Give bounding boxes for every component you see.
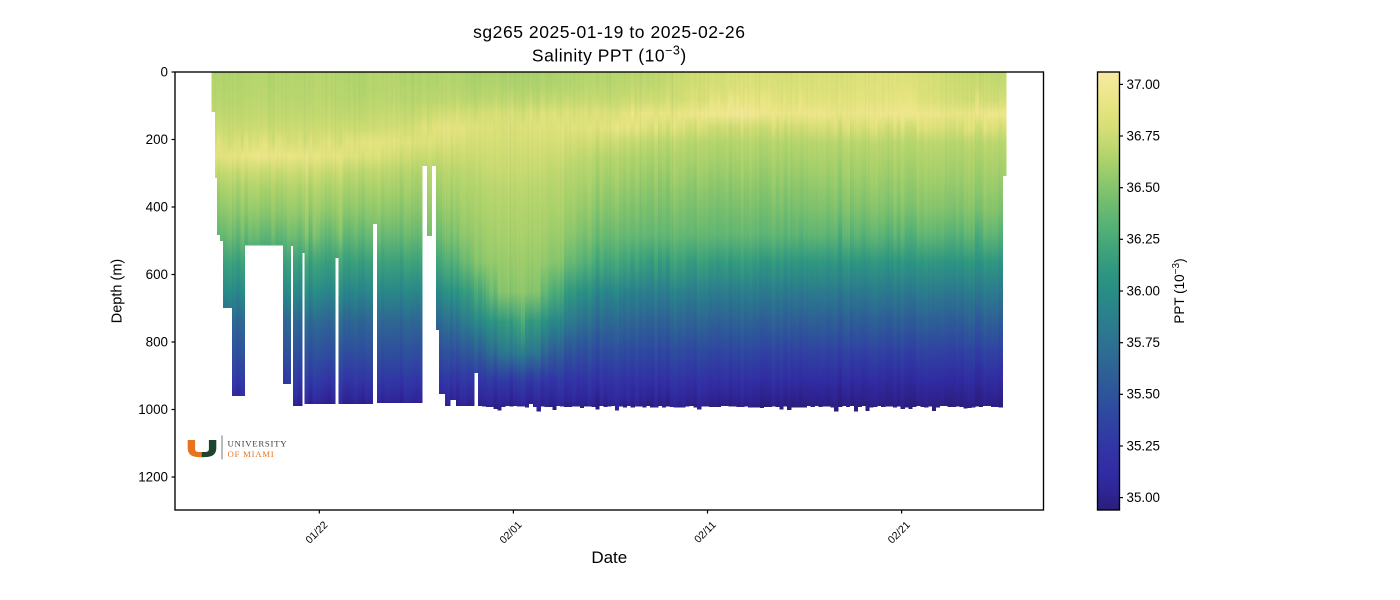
svg-text:1200: 1200: [138, 469, 168, 484]
svg-text:PPT (10−3): PPT (10−3): [1171, 258, 1187, 323]
svg-text:1000: 1000: [138, 402, 168, 417]
svg-text:200: 200: [146, 132, 168, 147]
svg-text:35.00: 35.00: [1127, 490, 1161, 505]
svg-text:36.50: 36.50: [1127, 180, 1161, 195]
svg-text:Salinity PPT (10−3): Salinity PPT (10−3): [532, 44, 687, 66]
svg-text:35.75: 35.75: [1127, 335, 1161, 350]
svg-text:800: 800: [146, 334, 168, 349]
svg-text:35.25: 35.25: [1127, 438, 1161, 453]
svg-text:OF MIAMI: OF MIAMI: [228, 449, 275, 459]
svg-text:sg265 2025-01-19 to 2025-02-26: sg265 2025-01-19 to 2025-02-26: [473, 22, 745, 42]
svg-text:37.00: 37.00: [1127, 77, 1161, 92]
svg-text:Depth (m): Depth (m): [110, 259, 126, 323]
svg-text:Date: Date: [591, 548, 627, 567]
svg-text:400: 400: [146, 199, 168, 214]
svg-text:600: 600: [146, 267, 168, 282]
svg-text:36.00: 36.00: [1127, 283, 1161, 298]
svg-text:36.75: 36.75: [1127, 128, 1161, 143]
svg-text:0: 0: [161, 64, 168, 79]
svg-text:35.50: 35.50: [1127, 387, 1161, 402]
svg-text:UNIVERSITY: UNIVERSITY: [228, 439, 288, 449]
svg-text:36.25: 36.25: [1127, 232, 1161, 247]
